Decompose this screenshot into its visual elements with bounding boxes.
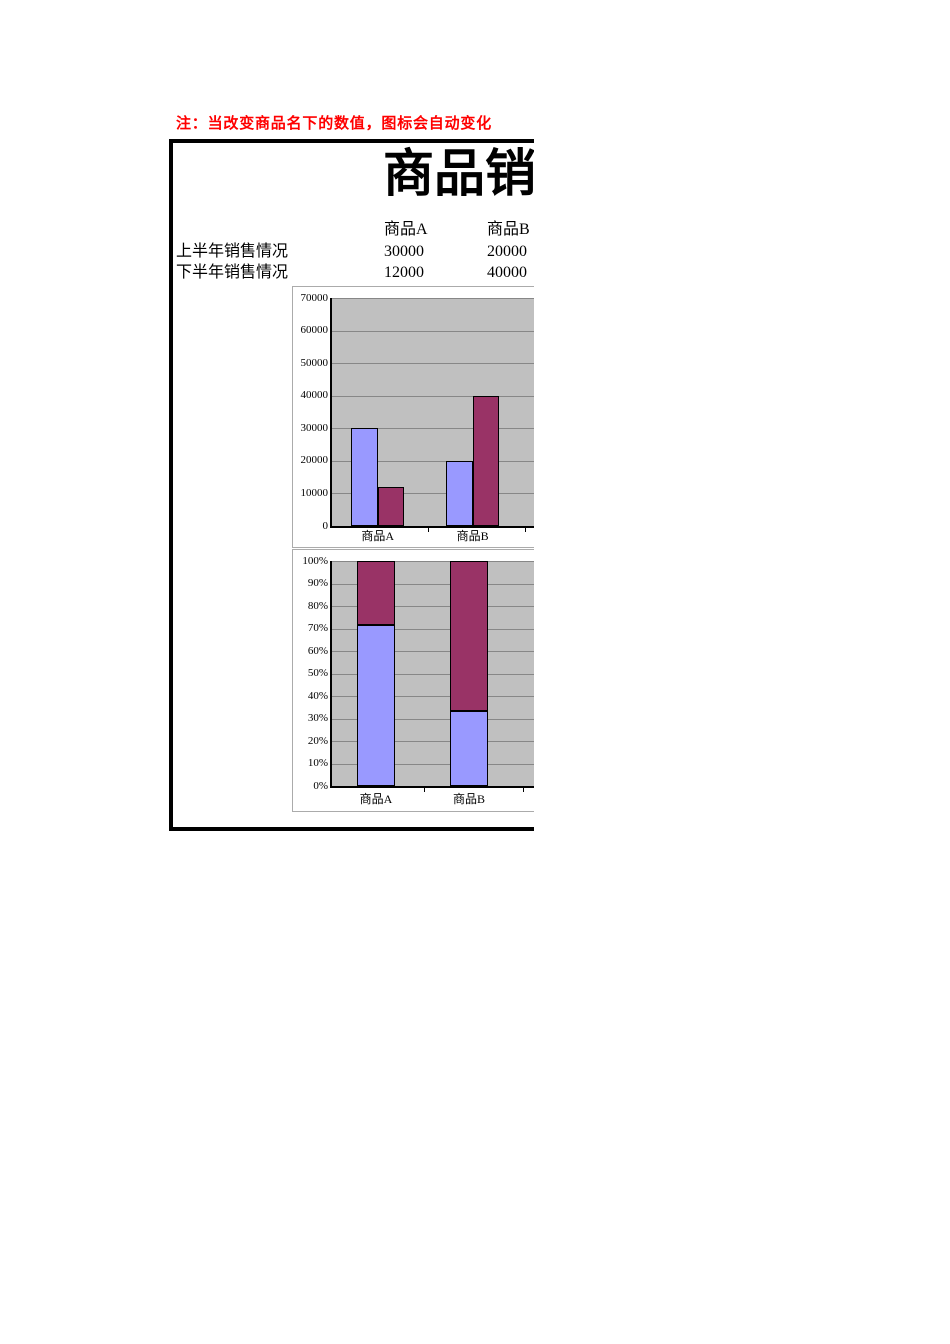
bar-segment	[357, 561, 395, 626]
gridline	[332, 363, 534, 365]
clipped-region: 商品销售 商品A 商品B 上半年销售情况 30000 20000 下半年销售情况…	[169, 139, 534, 831]
gridline	[332, 696, 534, 697]
note-text: 注：当改变商品名下的数值，图标会自动变化	[176, 116, 493, 132]
bar-segment	[450, 561, 488, 711]
gridline	[332, 395, 534, 397]
gridline	[332, 718, 534, 720]
y-axis-label: 60%	[307, 644, 328, 657]
gridline	[332, 763, 534, 765]
y-axis-label: 30000	[300, 421, 329, 434]
table-cell: 40000	[487, 264, 527, 281]
axis-tick	[523, 788, 524, 792]
axis-tick	[424, 788, 425, 792]
y-axis-label: 50000	[300, 356, 329, 369]
y-axis-line	[330, 561, 332, 788]
bar-segment	[472, 395, 500, 526]
x-axis-label: 商品A	[359, 792, 393, 806]
gridline	[332, 298, 534, 299]
gridline	[332, 330, 534, 332]
x-axis-label: 商品B	[452, 792, 485, 806]
gridline	[332, 583, 534, 585]
y-axis-label: 100%	[302, 554, 328, 567]
table-cell: 30000	[384, 243, 424, 260]
gridline	[332, 606, 534, 607]
y-axis-label: 0	[322, 519, 329, 532]
y-axis-label: 50%	[307, 667, 328, 679]
y-axis-label: 0%	[313, 779, 328, 792]
y-axis-label: 20000	[300, 454, 329, 467]
bar-segment	[450, 711, 488, 786]
y-axis-label: 80%	[307, 599, 328, 612]
gridline	[332, 460, 534, 462]
gridline	[332, 651, 534, 652]
bar-segment	[446, 460, 473, 526]
y-axis-label: 20%	[307, 734, 328, 747]
y-axis-label: 10000	[300, 486, 329, 499]
gridline	[332, 561, 534, 562]
y-axis-label: 30%	[307, 712, 328, 724]
y-axis-label: 40%	[307, 689, 328, 702]
gridline	[332, 428, 534, 430]
x-axis-label: 商品A	[361, 529, 395, 543]
y-axis-label: 70%	[307, 622, 328, 634]
y-axis-line	[330, 298, 332, 528]
axis-tick	[428, 528, 430, 532]
panel-title: 商品销售	[383, 147, 534, 203]
gridline	[332, 673, 534, 675]
gridline	[332, 628, 534, 630]
table-col-header-a: 商品A	[384, 221, 428, 238]
y-axis-label: 90%	[307, 577, 328, 589]
stacked-bar-100-chart: 100% 90% 80% 70% 60% 50% 40% 30% 20% 10% 0% 商品A 商品B	[292, 549, 534, 812]
gridline	[332, 493, 534, 495]
axis-tick	[525, 528, 527, 532]
x-axis-line	[330, 786, 534, 788]
gridline	[332, 741, 534, 742]
y-axis-label: 60000	[300, 324, 329, 337]
table-row-label: 下半年销售情况	[176, 264, 289, 281]
y-axis-label: 10%	[307, 757, 328, 769]
bar-segment	[377, 486, 405, 526]
bar-segment	[357, 625, 395, 786]
y-axis-label: 40000	[300, 389, 329, 402]
bar-segment	[351, 428, 378, 526]
table-col-header-b: 商品B	[487, 221, 530, 238]
table-cell: 12000	[384, 264, 424, 281]
y-axis-label: 70000	[300, 291, 329, 304]
grouped-bar-chart: 70000 60000 50000 40000 30000 20000 10000 0 商品A 商…	[292, 286, 534, 548]
table-cell: 20000	[487, 243, 527, 260]
table-row-label: 上半年销售情况	[176, 243, 289, 260]
x-axis-label: 商品B	[456, 529, 489, 543]
x-axis-line	[330, 526, 534, 528]
